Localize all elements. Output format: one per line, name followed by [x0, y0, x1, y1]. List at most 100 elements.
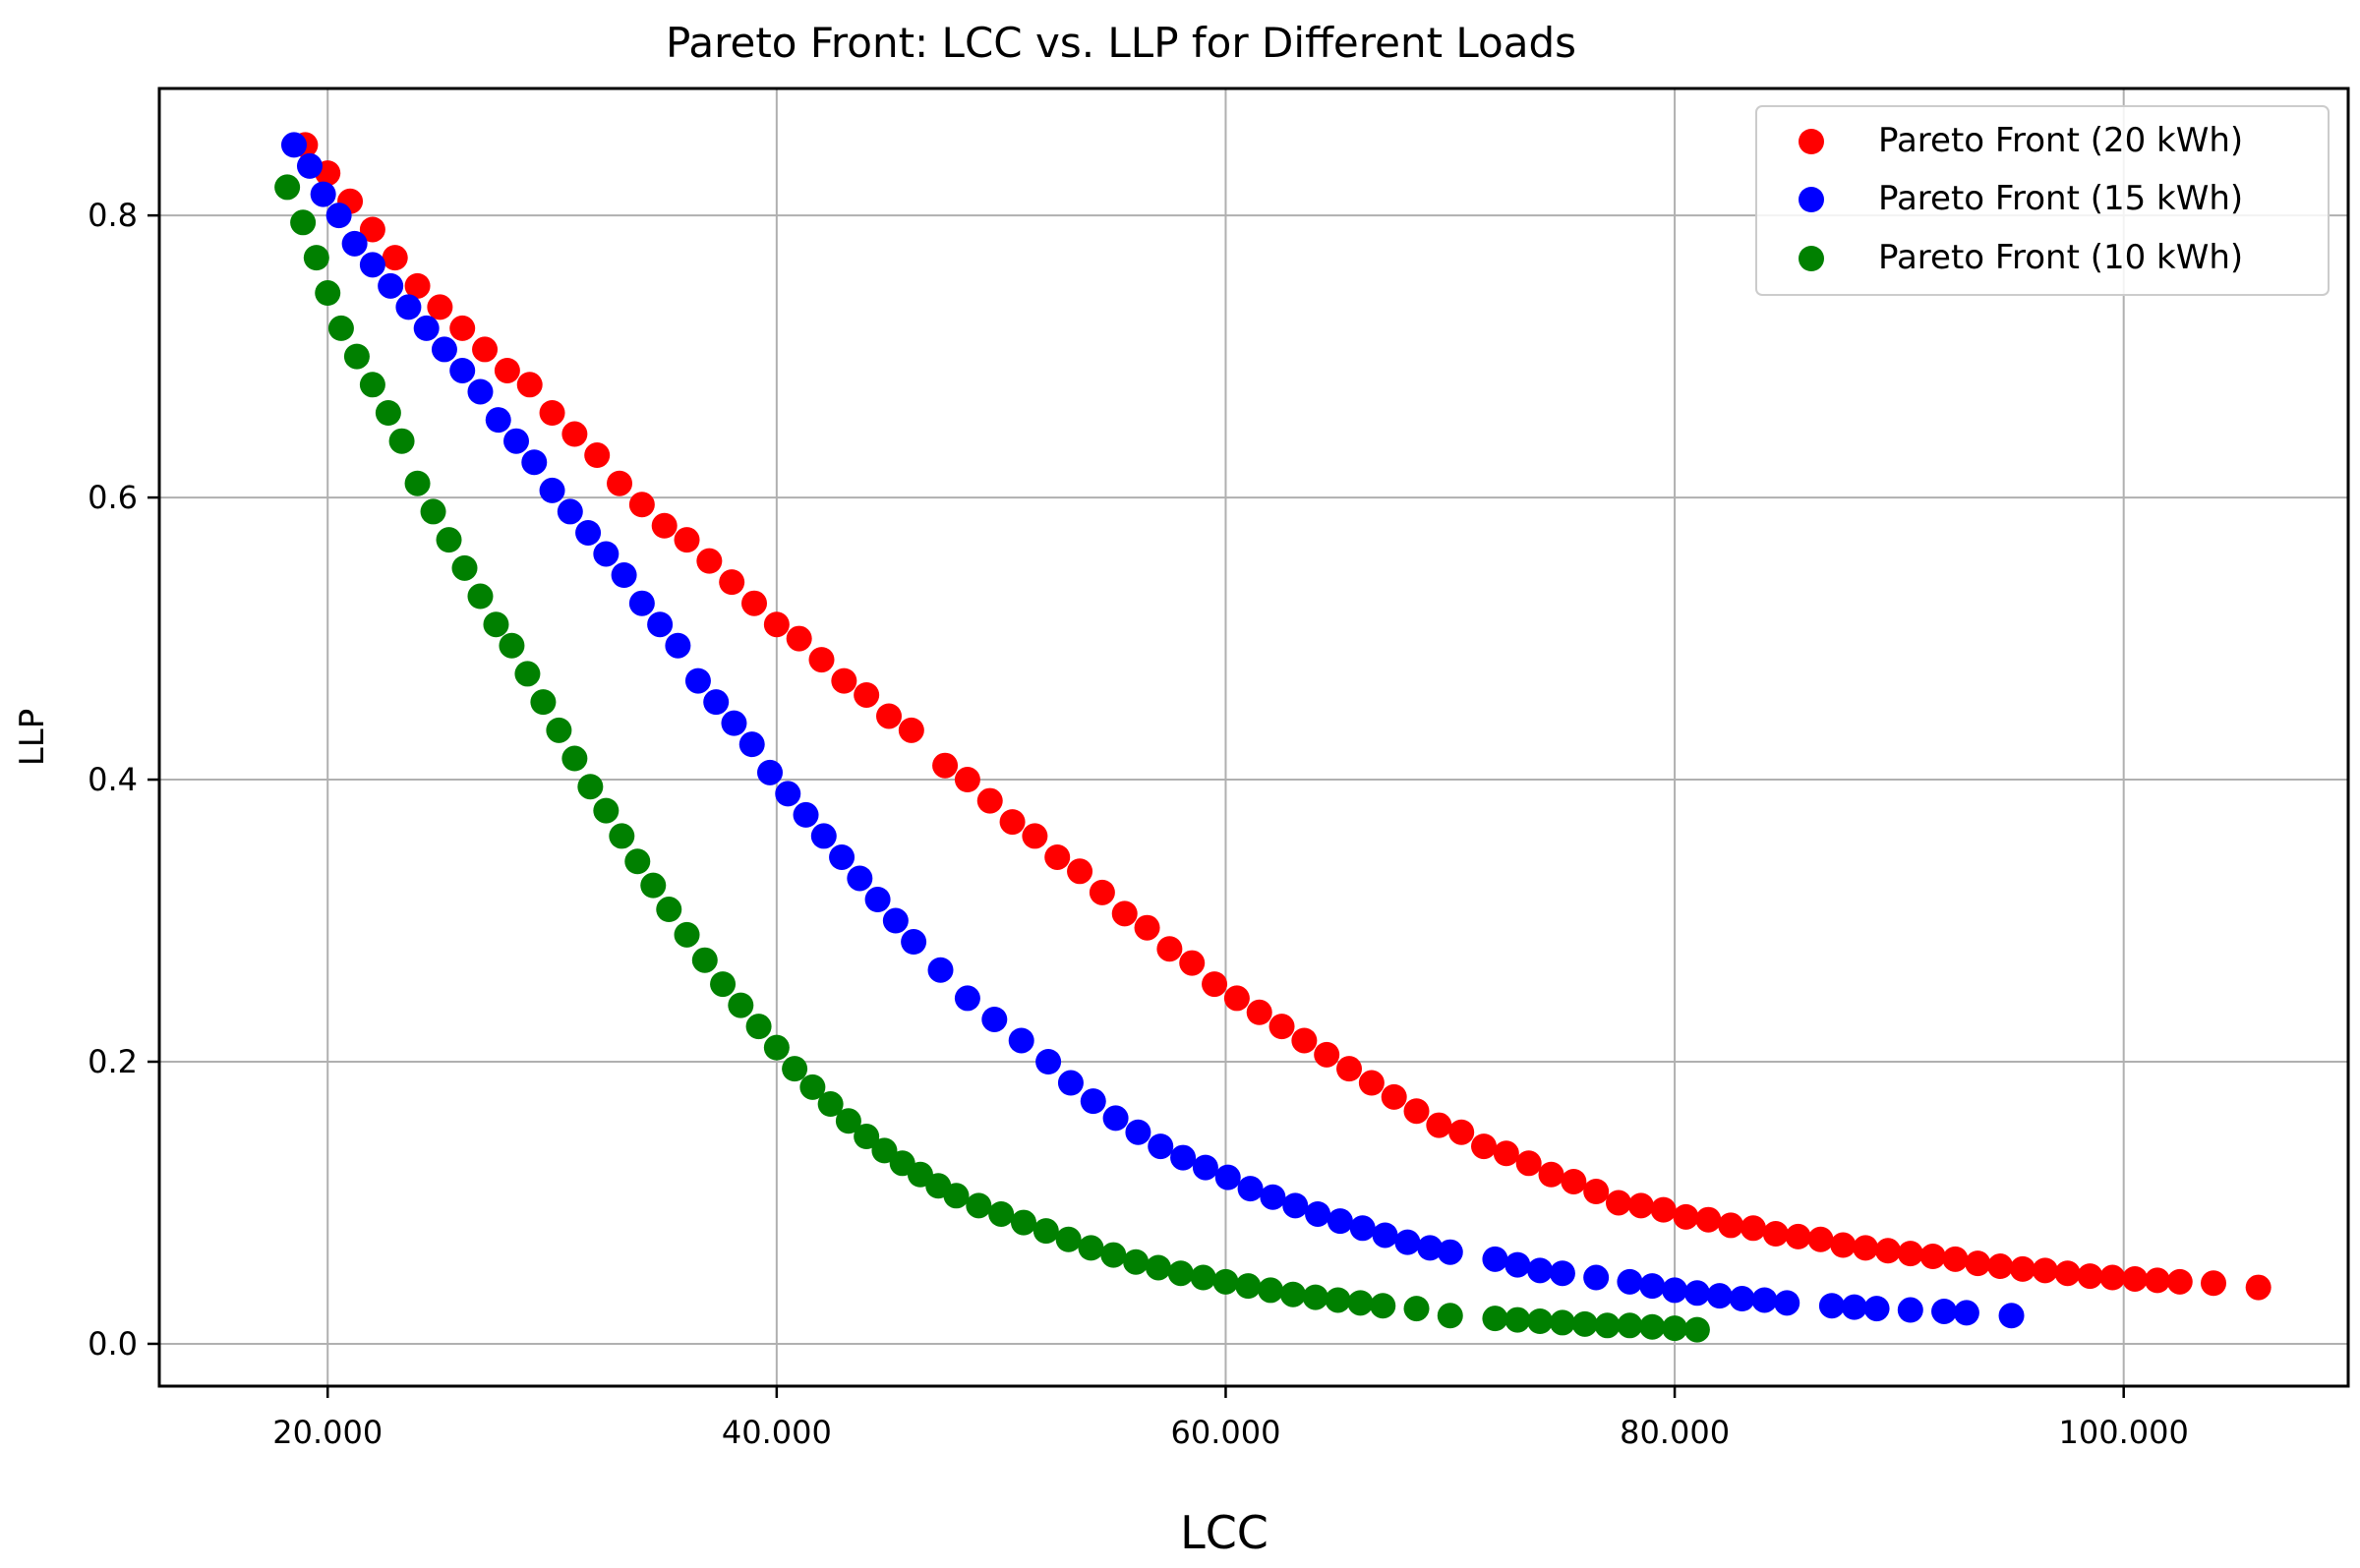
point-15kwh — [1841, 1294, 1867, 1320]
point-20kwh — [1268, 1014, 1295, 1040]
point-10kwh — [420, 498, 446, 525]
point-15kwh — [1372, 1222, 1398, 1249]
point-10kwh — [1123, 1249, 1150, 1275]
point-20kwh — [1965, 1250, 1991, 1277]
point-15kwh — [1662, 1277, 1688, 1304]
point-20kwh — [1583, 1179, 1610, 1204]
point-20kwh — [1650, 1196, 1677, 1223]
y-axis-label: LLP — [13, 709, 52, 766]
point-15kwh — [703, 689, 730, 716]
point-15kwh — [1751, 1287, 1778, 1313]
point-20kwh — [2032, 1257, 2058, 1284]
point-15kwh — [1282, 1192, 1309, 1219]
point-20kwh — [516, 372, 543, 398]
point-15kwh — [359, 252, 385, 278]
point-20kwh — [539, 400, 565, 426]
point-10kwh — [1032, 1218, 1059, 1245]
point-10kwh — [624, 848, 651, 875]
point-20kwh — [1874, 1238, 1901, 1264]
point-15kwh — [684, 668, 711, 694]
point-10kwh — [290, 209, 317, 236]
point-10kwh — [1549, 1309, 1575, 1336]
point-15kwh — [1417, 1235, 1444, 1261]
point-20kwh — [1493, 1140, 1519, 1167]
point-15kwh — [810, 823, 837, 849]
point-20kwh — [1942, 1246, 1969, 1272]
point-10kwh — [640, 872, 667, 899]
point-15kwh — [628, 590, 655, 616]
point-15kwh — [1102, 1105, 1129, 1132]
point-15kwh — [1953, 1300, 1979, 1326]
point-15kwh — [901, 929, 927, 956]
point-20kwh — [2054, 1260, 2081, 1287]
point-15kwh — [864, 887, 891, 912]
point-10kwh — [817, 1091, 844, 1118]
point-15kwh — [954, 985, 980, 1012]
point-15kwh — [665, 632, 691, 659]
point-15kwh — [721, 710, 747, 736]
point-20kwh — [2077, 1263, 2103, 1290]
point-20kwh — [854, 681, 880, 708]
point-15kwh — [1863, 1296, 1890, 1322]
x-tick-label: 20.000 — [272, 1414, 383, 1451]
point-10kwh — [1482, 1306, 1508, 1332]
point-20kwh — [584, 442, 611, 469]
point-20kwh — [1695, 1206, 1722, 1233]
point-20kwh — [1830, 1232, 1857, 1258]
point-10kwh — [835, 1108, 861, 1134]
point-15kwh — [280, 132, 307, 158]
point-15kwh — [1260, 1184, 1286, 1210]
point-20kwh — [1538, 1161, 1564, 1188]
point-15kwh — [1706, 1283, 1733, 1309]
point-15kwh — [341, 230, 368, 257]
point-10kwh — [1437, 1303, 1463, 1329]
point-10kwh — [988, 1200, 1015, 1227]
point-10kwh — [763, 1034, 790, 1061]
point-20kwh — [674, 527, 700, 553]
point-20kwh — [831, 668, 857, 694]
x-tick-label: 40.000 — [722, 1414, 832, 1451]
point-10kwh — [1235, 1273, 1262, 1300]
point-10kwh — [691, 947, 718, 973]
legend-marker-20kwh — [1799, 129, 1824, 154]
point-15kwh — [485, 407, 511, 434]
point-10kwh — [1639, 1313, 1666, 1340]
point-20kwh — [932, 752, 959, 779]
point-20kwh — [1762, 1221, 1789, 1248]
point-20kwh — [1561, 1168, 1587, 1194]
point-10kwh — [871, 1137, 898, 1164]
point-15kwh — [1192, 1154, 1218, 1181]
point-15kwh — [1008, 1027, 1034, 1054]
point-15kwh — [1057, 1070, 1084, 1096]
point-20kwh — [2009, 1255, 2036, 1282]
point-20kwh — [719, 569, 745, 596]
point-10kwh — [1145, 1254, 1171, 1281]
point-20kwh — [2122, 1265, 2149, 1292]
point-15kwh — [325, 203, 352, 229]
point-10kwh — [1370, 1293, 1396, 1319]
point-10kwh — [1258, 1277, 1284, 1304]
point-15kwh — [1683, 1280, 1710, 1307]
point-10kwh — [1100, 1242, 1127, 1268]
point-20kwh — [472, 336, 499, 363]
plot-frame — [157, 87, 2350, 1388]
point-10kwh — [530, 689, 557, 716]
point-15kwh — [1583, 1264, 1610, 1291]
legend-label-20kwh: Pareto Front (20 kWh) — [1878, 121, 2243, 160]
point-15kwh — [467, 378, 494, 405]
point-20kwh — [1202, 971, 1228, 998]
point-20kwh — [1381, 1083, 1407, 1110]
y-tick-label: 0.6 — [88, 479, 138, 516]
point-10kwh — [1527, 1308, 1554, 1334]
point-15kwh — [756, 759, 783, 785]
point-10kwh — [745, 1014, 772, 1040]
point-15kwh — [1998, 1303, 2025, 1329]
point-20kwh — [1785, 1223, 1811, 1249]
point-15kwh — [521, 449, 548, 476]
point-10kwh — [782, 1056, 808, 1082]
point-10kwh — [966, 1192, 992, 1219]
point-10kwh — [404, 470, 431, 496]
point-10kwh — [561, 745, 588, 772]
point-10kwh — [799, 1074, 826, 1100]
